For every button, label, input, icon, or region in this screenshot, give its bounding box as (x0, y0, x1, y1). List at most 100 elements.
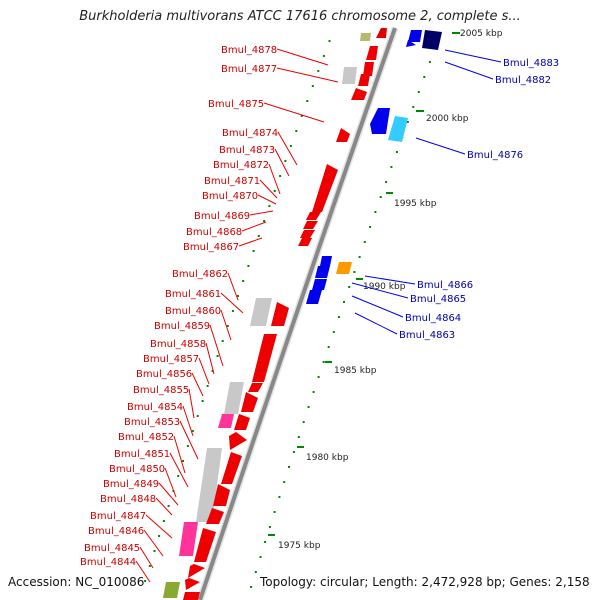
tick-mark (390, 166, 393, 168)
tick-mark (263, 220, 266, 222)
gene-label: Bmul_4853 (124, 417, 180, 428)
gene-label: Bmul_4868 (186, 227, 242, 238)
topology-text: Topology: circular; Length: 2,472,928 bp… (260, 575, 590, 589)
scale-label: 2005 kbp (460, 29, 503, 39)
gene-feature (388, 116, 408, 142)
gene-feature (376, 28, 387, 38)
tick-mark (300, 115, 303, 117)
label-connector (259, 179, 278, 199)
label-connector (205, 342, 215, 375)
tick-mark (379, 196, 382, 198)
tick-mark (264, 541, 267, 543)
label-connector (145, 514, 173, 539)
gene-feature (179, 522, 198, 556)
gene-feature (185, 578, 200, 590)
tick-mark (292, 451, 295, 453)
gene-label: Bmul_4864 (405, 313, 461, 324)
gene-label: Bmul_4869 (194, 211, 250, 222)
label-connector (191, 372, 204, 397)
gene-feature (248, 383, 263, 392)
gene-feature (206, 508, 224, 524)
scale-label: 1990 kbp (363, 282, 406, 292)
gene-feature (422, 30, 442, 50)
gene-feature (194, 528, 216, 562)
tick-mark (385, 181, 388, 183)
tick-mark (348, 286, 351, 288)
tick-mark (306, 100, 309, 102)
tick-mark (412, 106, 415, 108)
label-connector (135, 560, 151, 583)
tick-mark (312, 391, 315, 393)
tick-mark (428, 61, 431, 63)
gene-label: Bmul_4855 (133, 385, 189, 396)
tick-mark (369, 226, 372, 228)
scale-label: 1985 kbp (334, 366, 377, 376)
tick-mark (186, 445, 189, 447)
gene-feature (229, 432, 247, 450)
label-connector (220, 309, 232, 341)
gene-feature (351, 88, 367, 100)
tick-mark (254, 571, 257, 573)
tick-mark (148, 565, 151, 567)
tick-mark (317, 70, 320, 72)
tick-mark (252, 250, 255, 252)
tick-tracks (144, 40, 437, 588)
gene-feature (363, 62, 374, 76)
gene-label: Bmul_4865 (410, 294, 466, 305)
gene-label: Bmul_4862 (172, 269, 228, 280)
tick-mark (353, 271, 356, 273)
tick-mark (374, 211, 377, 213)
gene-label: Bmul_4846 (88, 526, 144, 537)
gene-features (163, 28, 442, 600)
tick-mark (231, 310, 234, 312)
tick-mark (278, 496, 281, 498)
tick-mark (423, 76, 426, 78)
gene-label: Bmul_4858 (150, 339, 206, 350)
tick-mark (221, 340, 224, 342)
tick-mark (211, 370, 214, 372)
tick-mark (226, 325, 229, 327)
gene-feature (252, 334, 277, 382)
label-connector (277, 131, 298, 166)
tick-mark (317, 376, 320, 378)
gene-feature (306, 212, 321, 220)
gene-label: Bmul_4857 (143, 354, 199, 365)
gene-feature (312, 279, 327, 290)
gene-feature (188, 564, 205, 578)
label-connector (276, 48, 329, 66)
tick-mark (328, 40, 331, 42)
tick-mark (343, 301, 345, 303)
gene-feature (360, 33, 371, 41)
scale-label: 1995 kbp (394, 199, 437, 209)
label-connector (155, 497, 173, 516)
gene-feature (300, 230, 315, 238)
gene-feature (406, 40, 416, 47)
gene-label: Bmul_4873 (219, 145, 275, 156)
tick-mark (417, 91, 420, 93)
gene-feature (320, 256, 332, 266)
gene-label: Bmul_4866 (417, 280, 473, 291)
label-connector (209, 324, 224, 367)
tick-mark (358, 256, 361, 258)
label-connector (444, 49, 502, 63)
gene-label: Bmul_4870 (202, 191, 258, 202)
tick-mark (268, 205, 271, 207)
tick-mark (302, 421, 305, 423)
left-gene-labels: Bmul_4878 Bmul_4877 Bmul_4875 Bmul_4874 Bmul… (80, 45, 278, 568)
gene-feature (312, 164, 338, 212)
gene-feature (303, 221, 318, 229)
label-connector (158, 482, 179, 506)
map-title: Burkholderia multivorans ATCC 17616 chro… (79, 9, 521, 24)
gene-label: Bmul_4861 (165, 289, 221, 300)
gene-label: Bmul_4874 (222, 128, 278, 139)
label-connector (257, 194, 277, 205)
label-connector (241, 221, 267, 232)
label-connector (263, 102, 325, 123)
gene-feature (218, 414, 234, 428)
label-connector (164, 467, 177, 498)
gene-label: Bmul_4854 (127, 402, 183, 413)
tick-mark (201, 400, 204, 402)
gene-feature (306, 290, 322, 304)
gene-label: Bmul_4860 (165, 306, 221, 317)
gene-label: Bmul_4849 (103, 479, 159, 490)
